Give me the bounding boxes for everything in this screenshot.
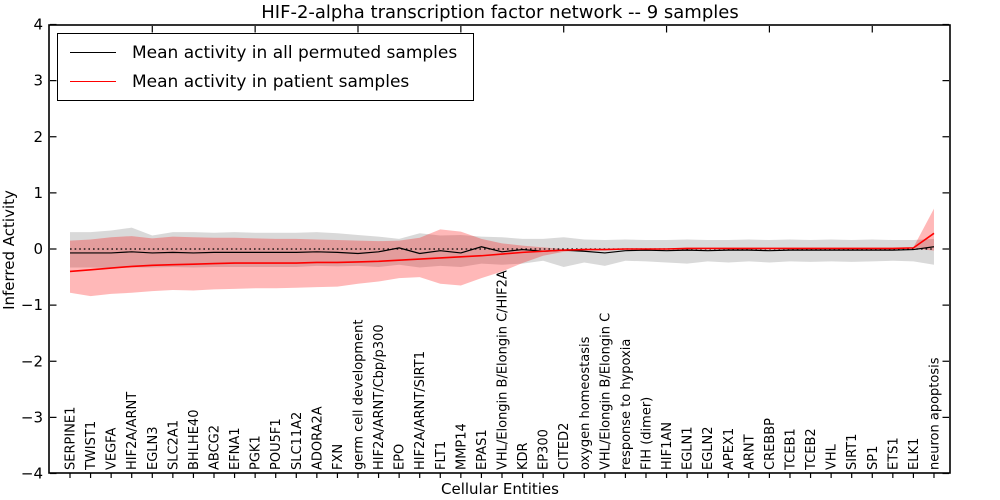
x-tick-label: HIF2A/ARNT/SIRT1 <box>413 351 428 470</box>
x-tick-label: PGK1 <box>249 435 264 470</box>
red-line-sample-icon <box>70 81 116 82</box>
permuted-mean-line <box>70 246 935 255</box>
y-tick-label: 3 <box>33 72 43 90</box>
x-tick-label: SLC11A2 <box>290 412 305 470</box>
legend-item-permuted: Mean activity in all permuted samples <box>70 38 457 67</box>
black-line-sample-icon <box>70 52 116 53</box>
x-tick-label: HIF2A/ARNT <box>125 392 140 470</box>
x-tick-label: TCEB1 <box>783 428 798 471</box>
x-tick-label: MMP14 <box>454 423 469 470</box>
x-tick-label: VHL/Elongin B/Elongin C/HIF2A <box>495 270 510 470</box>
x-tick-label: CITED2 <box>557 423 572 470</box>
y-tick-label: −4 <box>21 465 43 483</box>
patient-mean-line <box>69 232 935 273</box>
legend: Mean activity in all permuted samples Me… <box>57 33 475 101</box>
x-tick-label: VEGFA <box>105 428 120 470</box>
legend-item-patient: Mean activity in patient samples <box>70 67 457 96</box>
x-tick-label: germ cell development <box>351 320 366 470</box>
x-tick-label: HIF2A/ARNT/Cbp/p300 <box>372 324 387 470</box>
x-tick-label: neuron apoptosis <box>927 357 942 470</box>
x-tick-label: EP300 <box>537 429 552 470</box>
y-tick-label: 4 <box>33 16 43 34</box>
legend-label-patient: Mean activity in patient samples <box>132 71 410 92</box>
x-tick-label: HIF1AN <box>660 422 675 470</box>
y-axis-ticks: 4 3 2 1 0 −1 −2 −3 −4 <box>21 16 949 483</box>
x-axis-label: Cellular Entities <box>441 480 559 498</box>
x-tick-label: APEX1 <box>722 428 737 470</box>
y-tick-label: −3 <box>21 408 43 426</box>
x-tick-label: ABCG2 <box>207 425 222 470</box>
permuted-samples-range-band <box>70 227 934 269</box>
x-tick-label: response to hypoxia <box>619 339 634 470</box>
chart-title: HIF-2-alpha transcription factor network… <box>261 2 739 23</box>
y-tick-label: −1 <box>21 296 43 314</box>
x-tick-label: SIRT1 <box>845 434 860 470</box>
x-tick-label: TWIST1 <box>84 421 99 471</box>
x-tick-label: FLT1 <box>434 441 449 470</box>
x-tick-label: EFNA1 <box>228 427 243 470</box>
x-tick-label: CREBBP <box>763 418 778 470</box>
x-tick-label: EGLN2 <box>701 426 716 470</box>
x-tick-label: ELK1 <box>907 438 922 470</box>
x-tick-label: EPAS1 <box>475 429 490 470</box>
y-tick-label: 0 <box>33 240 43 258</box>
x-tick-label: EGLN3 <box>146 426 161 470</box>
x-tick-label: POU5F1 <box>269 418 284 470</box>
x-tick-label: VHL/Elongin B/Elongin C <box>598 313 613 470</box>
x-tick-label: FIH (dimer) <box>639 397 654 470</box>
x-tick-label: BHLHE40 <box>187 410 202 470</box>
x-tick-label: TCEB2 <box>804 428 819 471</box>
y-tick-label: 2 <box>33 128 43 146</box>
x-tick-label: SERPINE1 <box>64 407 79 470</box>
legend-label-permuted: Mean activity in all permuted samples <box>132 42 458 63</box>
x-tick-label: SLC2A1 <box>166 420 181 470</box>
x-tick-label: EPO <box>393 444 408 470</box>
x-tick-label: FXN <box>331 444 346 470</box>
x-axis-ticks: SERPINE1 TWIST1 VEGFA HIF2A/ARNT EGLN3 SLC2A1… <box>64 270 942 478</box>
x-tick-label: SP1 <box>866 446 881 470</box>
x-tick-label: ADORA2A <box>310 406 325 470</box>
x-tick-label: EGLN1 <box>681 426 696 470</box>
x-tick-label: KDR <box>516 442 531 470</box>
y-tick-label: 1 <box>33 184 43 202</box>
axes-frame <box>48 24 951 474</box>
x-axis-top-ticks <box>151 26 873 33</box>
x-tick-label: ARNT <box>742 434 757 470</box>
x-tick-label: oxygen homeostasis <box>578 336 593 470</box>
x-tick-label: VHL <box>825 443 840 470</box>
y-tick-label: −2 <box>21 352 43 370</box>
x-tick-label: ETS1 <box>886 437 901 470</box>
y-axis-label: Inferred Activity <box>0 190 18 310</box>
